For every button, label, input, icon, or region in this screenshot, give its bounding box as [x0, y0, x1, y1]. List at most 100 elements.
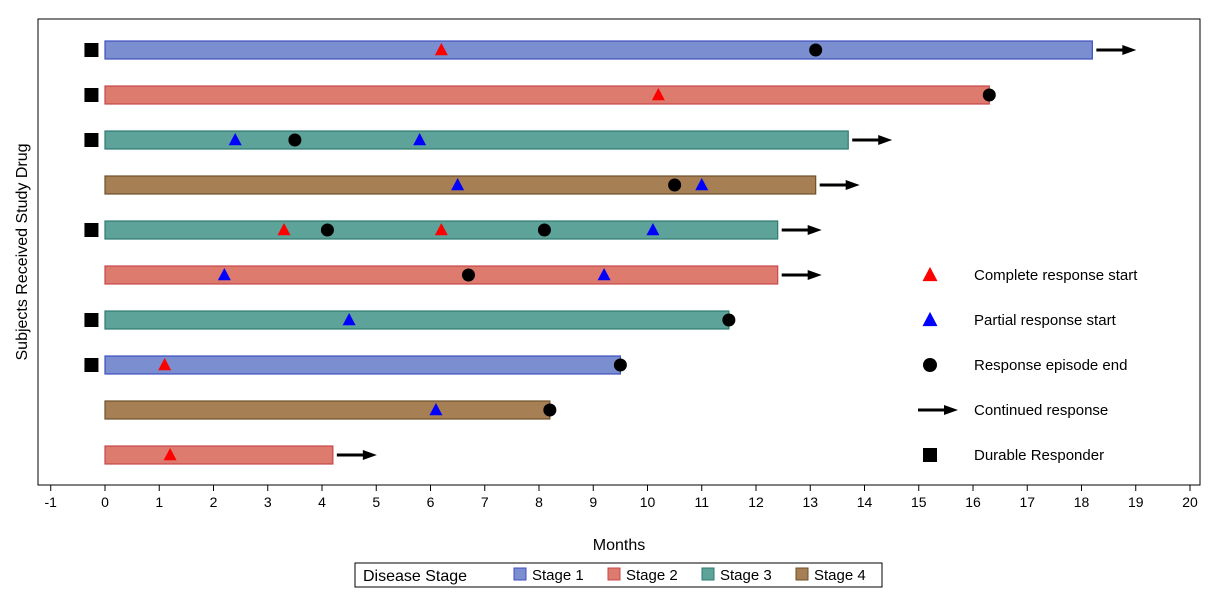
continued-arrow	[336, 450, 377, 460]
x-tick-label: 7	[481, 494, 489, 510]
x-tick-label: 0	[101, 494, 109, 510]
x-tick-label: 17	[1019, 494, 1035, 510]
subject-bar	[104, 400, 551, 420]
continued-arrow	[781, 270, 822, 280]
resp-end-marker	[722, 313, 736, 327]
x-tick-label: 20	[1182, 494, 1198, 510]
x-tick-label: 10	[640, 494, 656, 510]
pr-start-marker	[228, 132, 242, 146]
stage-legend: Disease Stage Stage 1 Stage 2 Stage 3 Stage…	[354, 562, 883, 588]
x-tick-label: 18	[1074, 494, 1090, 510]
arrow-head	[845, 180, 860, 190]
continued-arrow	[819, 180, 860, 190]
durable-marker	[84, 358, 99, 372]
stage-legend-title: Disease Stage	[363, 568, 467, 585]
durable-marker	[84, 313, 99, 327]
event-markers	[84, 42, 1137, 461]
durable-marker	[84, 88, 99, 102]
resp-end-marker	[809, 43, 823, 57]
pr-start-marker	[451, 177, 465, 191]
legend-label: Partial response start	[974, 312, 1117, 329]
subject-bar	[104, 445, 334, 465]
resp-end-marker	[288, 133, 302, 147]
pr-start-marker	[695, 177, 709, 191]
cr-start-marker	[434, 42, 448, 56]
legend-label: Continued response	[974, 402, 1108, 419]
stage-legend-label: Stage 2	[626, 567, 678, 584]
legend-label: Response episode end	[974, 357, 1127, 374]
durable-marker	[84, 43, 99, 57]
cr-start-marker	[163, 447, 177, 461]
x-tick-label: 9	[589, 494, 597, 510]
x-tick-label: 13	[802, 494, 818, 510]
stage-legend-label: Stage 1	[532, 567, 584, 584]
plot-frame	[37, 18, 1201, 486]
legend-end-symbol	[923, 358, 937, 372]
subject-bar	[104, 355, 621, 375]
resp-end-marker	[668, 178, 682, 192]
cr-start-marker	[158, 357, 172, 371]
legend-durable-symbol	[923, 448, 937, 462]
stage-legend-label: Stage 3	[720, 567, 772, 584]
cr-start-marker	[277, 222, 291, 236]
stage-legend-swatch	[607, 567, 621, 581]
stage-legend-label: Stage 4	[814, 567, 866, 584]
continued-arrow	[781, 225, 822, 235]
arrow-head	[807, 225, 822, 235]
x-tick-label: 16	[965, 494, 981, 510]
legend-cont-symbol	[918, 405, 958, 415]
x-tick-label: 2	[210, 494, 218, 510]
resp-end-marker	[537, 223, 551, 237]
x-tick-label: 15	[911, 494, 927, 510]
subject-bar	[104, 310, 730, 330]
resp-end-marker	[613, 358, 627, 372]
x-tick-label: -1	[45, 494, 58, 510]
cr-start-marker	[434, 222, 448, 236]
x-tick-label: 6	[427, 494, 435, 510]
stage-legend-swatch	[795, 567, 809, 581]
pr-start-marker	[342, 312, 356, 326]
arrow-head	[807, 270, 822, 280]
x-tick-label: 19	[1128, 494, 1144, 510]
x-axis: -1 0 1 2 3 4 5 6 7 8 9 10 11 12 13 14 15 16 17 18 19 20	[45, 485, 1198, 510]
marker-legend: Complete response start Partial response …	[918, 266, 1138, 464]
resp-end-marker	[461, 268, 475, 282]
legend-cr-symbol	[922, 266, 938, 282]
arrow-head	[1122, 45, 1137, 55]
stage-legend-swatch	[513, 567, 527, 581]
pr-start-marker	[646, 222, 660, 236]
subject-bar	[104, 265, 779, 285]
y-axis-label: Subjects Received Study Drug	[14, 144, 31, 361]
pr-start-marker	[413, 132, 427, 146]
durable-marker	[84, 133, 99, 147]
x-axis-label: Months	[593, 537, 645, 554]
pr-start-marker	[597, 267, 611, 281]
resp-end-marker	[982, 88, 996, 102]
legend-label: Durable Responder	[974, 447, 1104, 464]
x-tick-label: 11	[694, 494, 709, 510]
stage-legend-swatch	[701, 567, 715, 581]
subject-bar	[104, 40, 1093, 60]
x-tick-label: 5	[372, 494, 380, 510]
pr-start-marker	[429, 402, 443, 416]
subject-bar	[104, 130, 849, 150]
cr-start-marker	[651, 87, 665, 101]
x-tick-label: 1	[155, 494, 163, 510]
continued-arrow	[852, 135, 893, 145]
x-tick-label: 4	[318, 494, 326, 510]
continued-arrow	[1096, 45, 1137, 55]
legend-pr-symbol	[922, 311, 938, 327]
subject-bars	[104, 40, 1093, 465]
x-tick-label: 14	[857, 494, 873, 510]
legend-label: Complete response start	[974, 267, 1138, 284]
arrow-head	[944, 405, 958, 415]
x-tick-label: 12	[748, 494, 764, 510]
x-tick-label: 8	[535, 494, 543, 510]
resp-end-marker	[543, 403, 557, 417]
resp-end-marker	[320, 223, 334, 237]
pr-start-marker	[217, 267, 231, 281]
subject-bar	[104, 85, 990, 105]
arrow-head	[362, 450, 377, 460]
durable-marker	[84, 223, 99, 237]
